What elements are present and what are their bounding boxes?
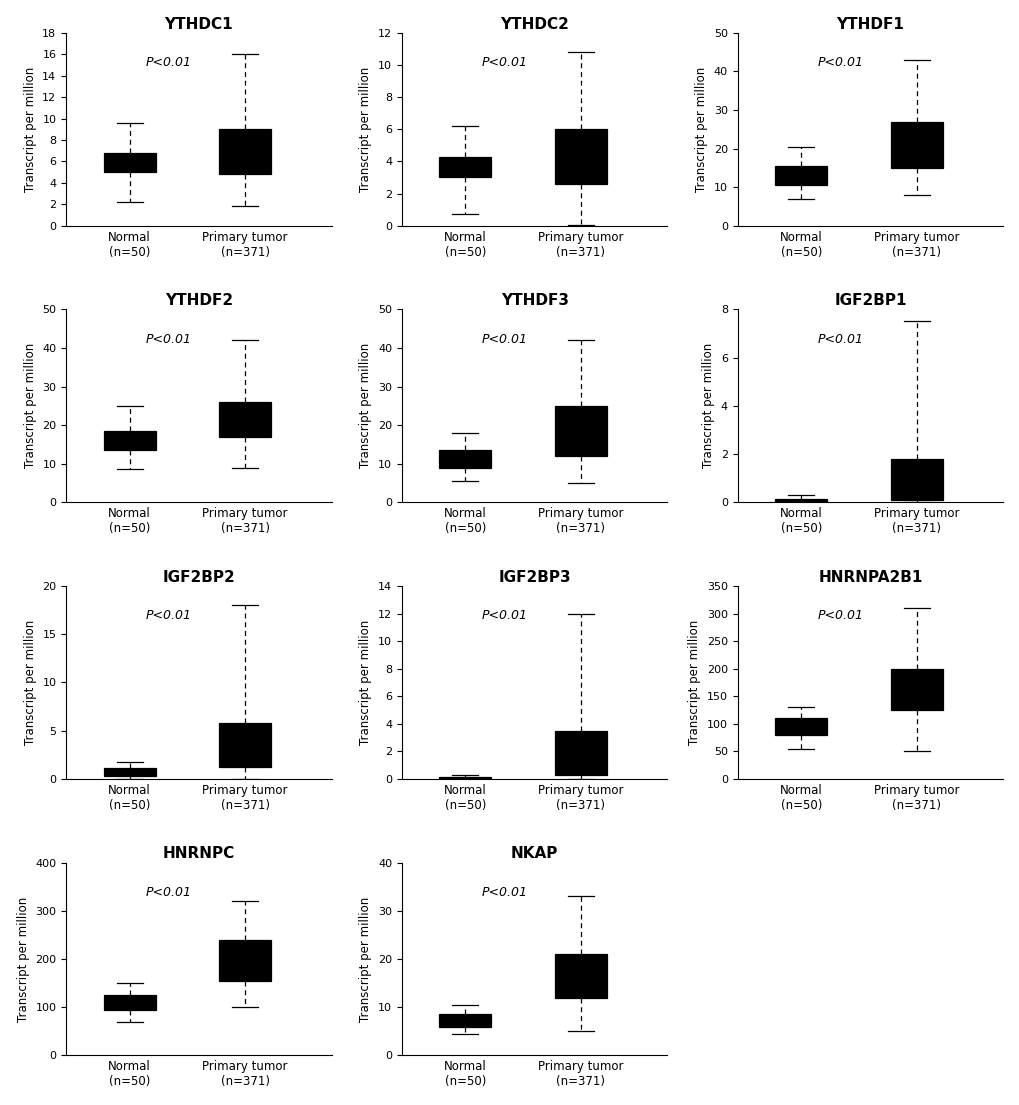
Title: HNRNPA2B1: HNRNPA2B1 (817, 570, 922, 585)
Y-axis label: Transcript per million: Transcript per million (23, 66, 37, 192)
PathPatch shape (104, 431, 156, 450)
Text: P<0.01: P<0.01 (481, 333, 527, 346)
Title: YTHDC2: YTHDC2 (499, 17, 569, 32)
Y-axis label: Transcript per million: Transcript per million (23, 344, 37, 469)
Title: YTHDF1: YTHDF1 (836, 17, 904, 32)
Y-axis label: Transcript per million: Transcript per million (23, 620, 37, 745)
Y-axis label: Transcript per million: Transcript per million (688, 620, 701, 745)
Text: P<0.01: P<0.01 (816, 333, 862, 346)
Title: YTHDF2: YTHDF2 (165, 293, 232, 308)
Text: P<0.01: P<0.01 (146, 886, 192, 898)
Text: P<0.01: P<0.01 (816, 609, 862, 622)
PathPatch shape (219, 723, 271, 767)
Y-axis label: Transcript per million: Transcript per million (359, 66, 372, 192)
PathPatch shape (439, 1014, 491, 1027)
Text: P<0.01: P<0.01 (481, 609, 527, 622)
PathPatch shape (554, 955, 606, 998)
PathPatch shape (219, 402, 271, 436)
PathPatch shape (890, 669, 942, 711)
PathPatch shape (774, 718, 826, 735)
Text: P<0.01: P<0.01 (816, 56, 862, 69)
PathPatch shape (774, 498, 826, 503)
Text: P<0.01: P<0.01 (146, 609, 192, 622)
Text: P<0.01: P<0.01 (481, 56, 527, 69)
Title: YTHDC1: YTHDC1 (164, 17, 233, 32)
Title: IGF2BP2: IGF2BP2 (162, 570, 235, 585)
Text: P<0.01: P<0.01 (146, 56, 192, 69)
PathPatch shape (104, 768, 156, 776)
Title: YTHDF3: YTHDF3 (500, 293, 569, 308)
PathPatch shape (439, 450, 491, 467)
PathPatch shape (439, 777, 491, 779)
Y-axis label: Transcript per million: Transcript per million (359, 896, 372, 1022)
Title: IGF2BP1: IGF2BP1 (834, 293, 906, 308)
Title: HNRNPC: HNRNPC (163, 846, 234, 862)
Y-axis label: Transcript per million: Transcript per million (695, 66, 707, 192)
Y-axis label: Transcript per million: Transcript per million (359, 620, 372, 745)
PathPatch shape (219, 129, 271, 175)
PathPatch shape (890, 459, 942, 499)
PathPatch shape (104, 152, 156, 172)
Title: IGF2BP3: IGF2BP3 (498, 570, 571, 585)
PathPatch shape (104, 996, 156, 1010)
Text: P<0.01: P<0.01 (481, 886, 527, 898)
PathPatch shape (774, 166, 826, 186)
PathPatch shape (219, 939, 271, 981)
PathPatch shape (554, 406, 606, 456)
Y-axis label: Transcript per million: Transcript per million (359, 344, 372, 469)
PathPatch shape (554, 730, 606, 775)
PathPatch shape (890, 122, 942, 168)
PathPatch shape (439, 157, 491, 178)
Text: P<0.01: P<0.01 (146, 333, 192, 346)
PathPatch shape (554, 129, 606, 183)
Y-axis label: Transcript per million: Transcript per million (16, 896, 30, 1022)
Title: NKAP: NKAP (511, 846, 557, 862)
Y-axis label: Transcript per million: Transcript per million (702, 344, 714, 469)
